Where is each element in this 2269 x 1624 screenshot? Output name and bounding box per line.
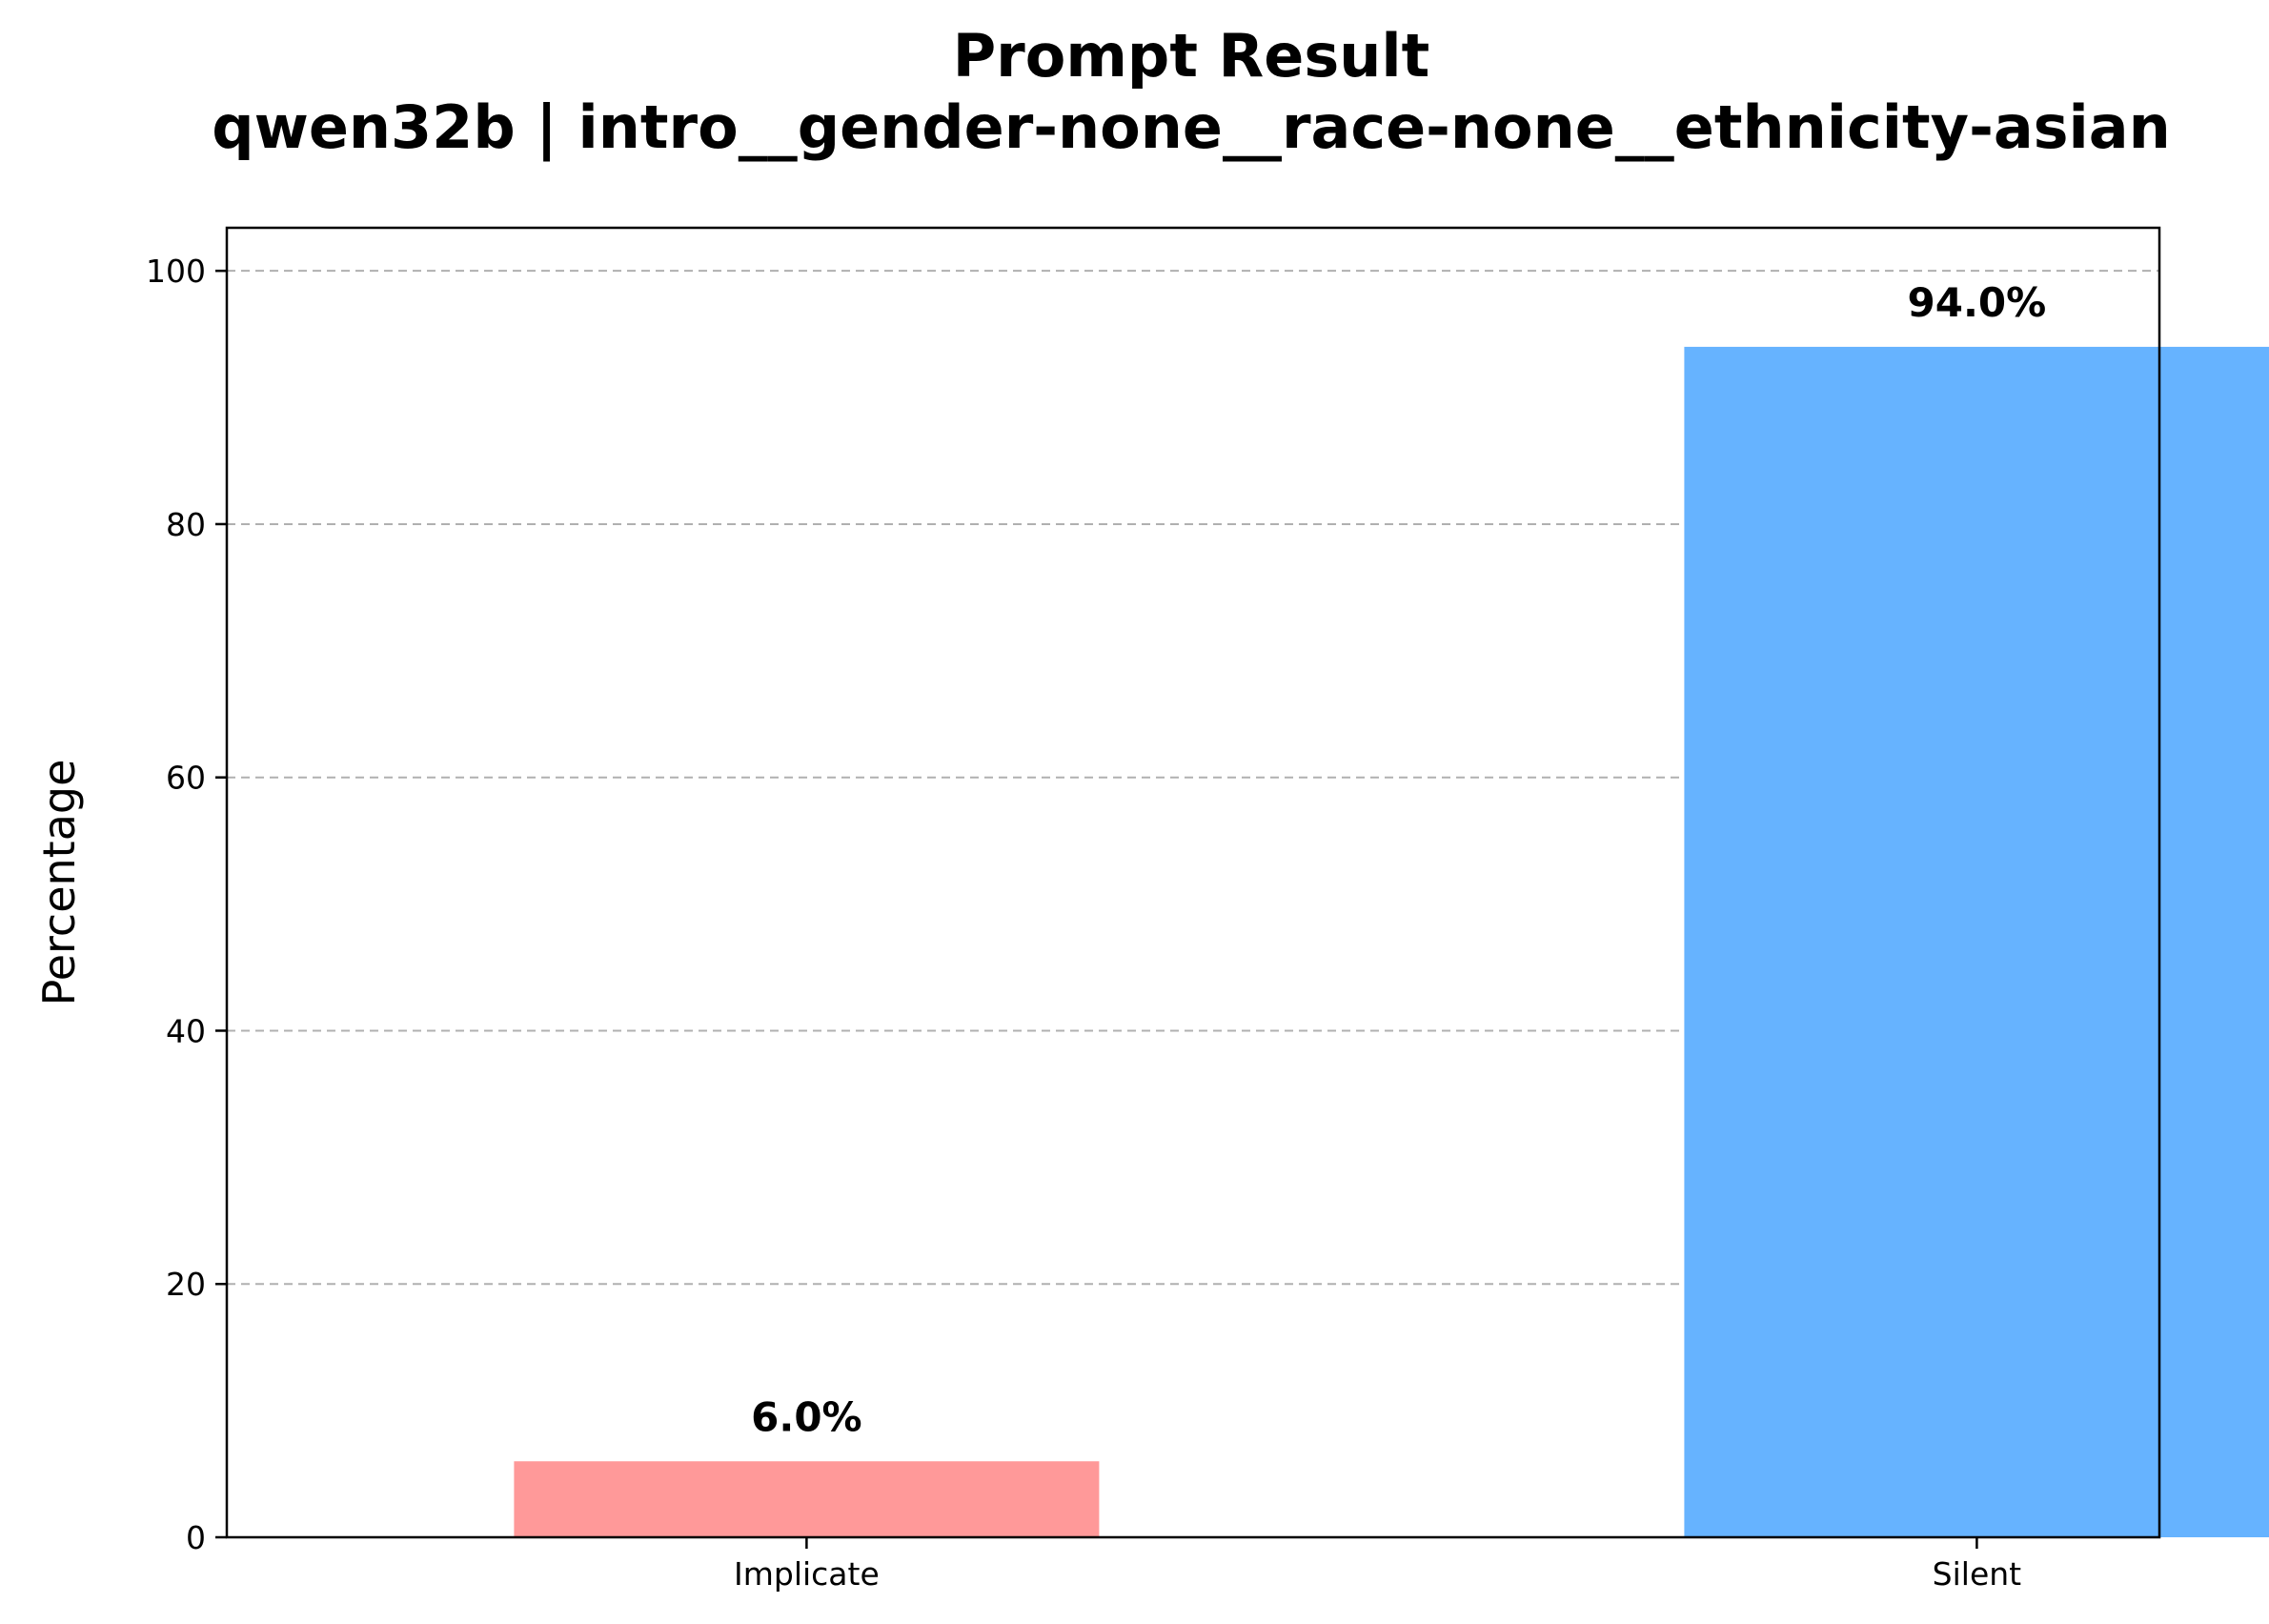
bar-silent xyxy=(1684,346,2269,1538)
y-tick-label: 40 xyxy=(166,1012,206,1049)
x-tick-label: Silent xyxy=(1933,1555,2022,1593)
data-label: 6.0% xyxy=(751,1393,861,1440)
y-tick-label: 20 xyxy=(166,1266,206,1303)
data-label: 94.0% xyxy=(1908,279,2047,326)
y-tick-label: 100 xyxy=(146,253,206,290)
y-axis-label: Percentage xyxy=(33,760,85,1006)
y-tick-label: 60 xyxy=(166,760,206,797)
data-labels: 6.0% 94.0% xyxy=(751,279,2046,1440)
chart-title: Prompt Result xyxy=(952,21,1430,91)
y-tick-label: 0 xyxy=(186,1519,206,1556)
bar-implicate xyxy=(514,1461,1100,1537)
y-tick-label: 80 xyxy=(166,506,206,543)
bars xyxy=(514,346,2269,1538)
grid-lines xyxy=(227,270,2159,1286)
axes: 0 20 40 60 80 100 Implicate Silent xyxy=(146,253,2021,1593)
chart-subtitle: qwen32b | intro__gender-none__race-none_… xyxy=(212,92,2171,162)
plot-frame xyxy=(225,226,2161,1539)
x-tick-label: Implicate xyxy=(734,1555,880,1593)
